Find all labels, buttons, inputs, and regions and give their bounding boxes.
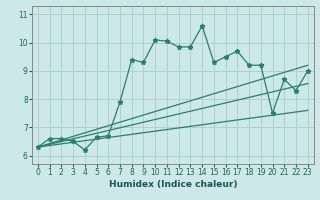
X-axis label: Humidex (Indice chaleur): Humidex (Indice chaleur) [108, 180, 237, 189]
